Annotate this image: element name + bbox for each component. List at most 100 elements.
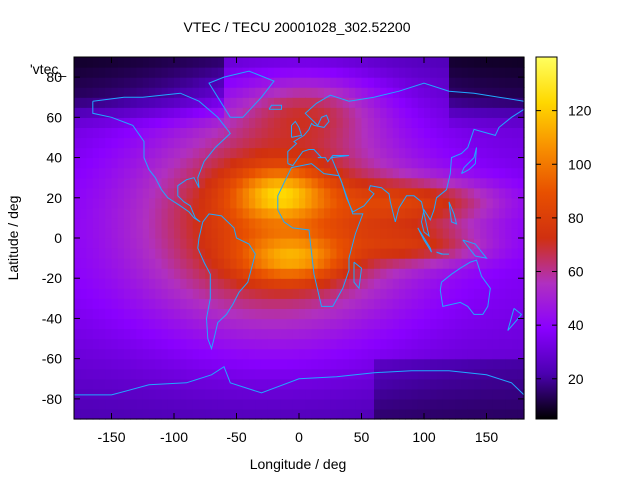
heatmap-cell: [99, 398, 106, 410]
heatmap-cell: [505, 398, 513, 410]
heatmap-cell: [286, 107, 294, 118]
heatmap-cell: [299, 197, 306, 209]
heatmap-cell: [430, 368, 438, 380]
heatmap-cell: [286, 318, 294, 330]
heatmap-cell: [280, 77, 288, 88]
heatmap-cell: [374, 298, 381, 309]
heatmap-cell: [330, 97, 338, 108]
heatmap-cell: [299, 288, 306, 299]
coastline: [277, 163, 364, 307]
heatmap-cell: [267, 227, 275, 239]
heatmap-cell: [505, 278, 513, 289]
heatmap-cell: [474, 57, 481, 68]
heatmap-cell: [236, 378, 244, 390]
heatmap-cell: [80, 187, 88, 199]
heatmap-cell: [455, 97, 463, 108]
heatmap-cell: [480, 77, 488, 88]
heatmap-cell: [280, 207, 288, 219]
heatmap-cell: [105, 248, 113, 259]
heatmap-cell: [405, 137, 413, 149]
heatmap-cell: [349, 318, 356, 330]
heatmap-cell: [186, 298, 194, 309]
heatmap-cell: [324, 308, 331, 320]
heatmap-cell: [205, 147, 213, 159]
heatmap-cell: [399, 227, 406, 239]
heatmap-cell: [286, 97, 294, 108]
heatmap-cell: [386, 258, 394, 269]
heatmap-cell: [355, 97, 363, 108]
heatmap-cell: [461, 358, 469, 370]
heatmap-cell: [499, 388, 506, 400]
heatmap-cell: [161, 308, 169, 320]
heatmap-cell: [442, 157, 450, 169]
heatmap-cell: [367, 87, 375, 98]
heatmap-cell: [349, 358, 356, 370]
heatmap-cell: [386, 127, 394, 139]
heatmap-cell: [111, 137, 119, 149]
heatmap-cell: [361, 318, 369, 330]
heatmap-cell: [486, 57, 494, 68]
heatmap-cell: [436, 288, 444, 299]
heatmap-cell: [161, 147, 169, 159]
heatmap-cell: [80, 147, 88, 159]
heatmap-cell: [236, 348, 244, 360]
heatmap-cell: [99, 87, 106, 98]
heatmap-cell: [155, 77, 163, 88]
heatmap-cell: [186, 227, 194, 239]
heatmap-cell: [255, 87, 263, 98]
heatmap-cell: [342, 238, 350, 249]
heatmap-cell: [336, 57, 344, 68]
heatmap-cell: [267, 368, 275, 380]
heatmap-cell: [411, 298, 419, 309]
heatmap-cell: [380, 328, 388, 340]
heatmap-cell: [317, 87, 325, 98]
heatmap-cell: [242, 288, 250, 299]
heatmap-cell: [242, 268, 250, 279]
heatmap-cell: [242, 217, 250, 229]
heatmap-cell: [367, 77, 375, 88]
heatmap-cell: [330, 197, 338, 209]
heatmap-cell: [311, 137, 319, 149]
heatmap-cell: [92, 137, 100, 149]
heatmap-cell: [386, 137, 394, 149]
heatmap-cell: [305, 207, 313, 219]
heatmap-cell: [380, 77, 388, 88]
heatmap-cell: [399, 378, 406, 390]
heatmap-cell: [205, 258, 213, 269]
heatmap-cell: [311, 107, 319, 118]
heatmap-cell: [424, 358, 431, 370]
heatmap-cell: [311, 77, 319, 88]
heatmap-cell: [124, 268, 131, 279]
heatmap-cell: [486, 238, 494, 249]
heatmap-cell: [480, 378, 488, 390]
heatmap-cell: [499, 57, 506, 68]
heatmap-cell: [405, 328, 413, 340]
heatmap-cell: [136, 57, 144, 68]
heatmap-cell: [361, 197, 369, 209]
heatmap-cell: [217, 348, 225, 360]
heatmap-cell: [392, 278, 400, 289]
heatmap-cell: [311, 197, 319, 209]
heatmap-cell: [417, 328, 425, 340]
heatmap-cell: [261, 97, 269, 108]
heatmap-cell: [342, 398, 350, 410]
heatmap-cell: [430, 157, 438, 169]
heatmap-cell: [99, 348, 106, 360]
heatmap-cell: [449, 358, 456, 370]
heatmap-cell: [255, 127, 263, 139]
heatmap-cell: [517, 127, 525, 139]
heatmap-cell: [274, 167, 281, 179]
heatmap-cell: [436, 408, 444, 420]
heatmap-cell: [161, 408, 169, 420]
heatmap-cell: [374, 238, 381, 249]
heatmap-cell: [292, 258, 300, 269]
heatmap-cell: [292, 187, 300, 199]
heatmap-cell: [436, 227, 444, 239]
heatmap-cell: [417, 248, 425, 259]
heatmap-cell: [449, 388, 456, 400]
heatmap-cell: [436, 207, 444, 219]
heatmap-cell: [80, 177, 88, 189]
heatmap-cell: [474, 298, 481, 309]
heatmap-cell: [411, 187, 419, 199]
heatmap-cell: [361, 167, 369, 179]
